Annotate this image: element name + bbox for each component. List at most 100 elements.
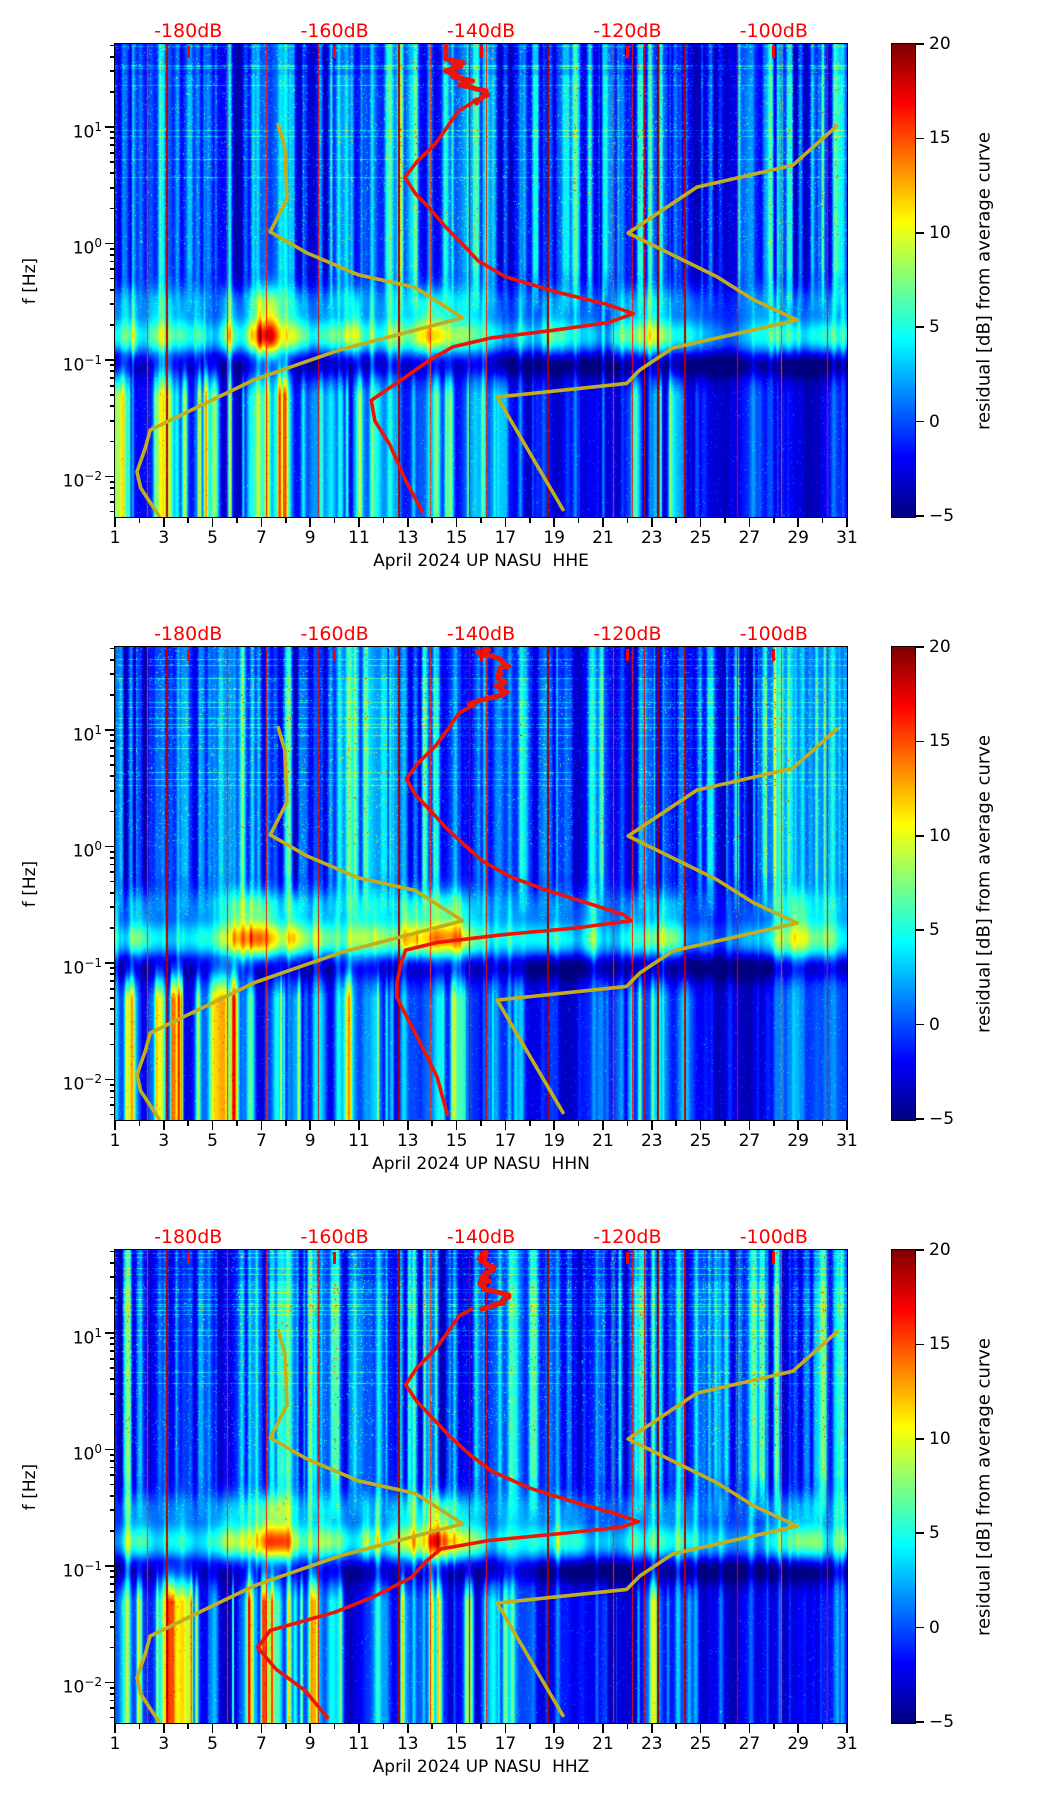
colorbar (892, 1250, 915, 1723)
colorbar-tick (916, 740, 924, 743)
y-axis-tick (109, 1096, 114, 1099)
y-axis-tick (109, 658, 114, 661)
x-axis-tick (772, 1724, 775, 1729)
y-axis-tick (105, 1448, 114, 1451)
y-axis-tick (105, 475, 114, 478)
y-axis-tick (109, 144, 114, 146)
x-axis-tick (504, 1121, 507, 1130)
y-axis-tick-label: 101 (72, 1325, 102, 1349)
x-axis-tick-label: 9 (304, 1734, 316, 1754)
top-dB-axis-label: -180dB (154, 20, 223, 42)
y-axis-tick (109, 880, 114, 883)
top-dB-axis-tick (625, 1251, 629, 1264)
x-axis-tick (138, 1724, 141, 1729)
x-axis-tick-label: 29 (787, 1131, 809, 1151)
x-axis-tick-label: 15 (445, 1131, 468, 1151)
y-axis-tick (109, 863, 114, 866)
x-axis-tick (309, 518, 312, 527)
y-axis-tick (109, 247, 114, 250)
x-axis-tick (650, 518, 653, 527)
colorbar-tick (916, 231, 924, 234)
colorbar-label: residual [dB] from average curve (973, 131, 994, 430)
x-axis-tick (187, 1121, 190, 1126)
y-axis-tick (109, 260, 114, 263)
y-axis-tick (109, 1707, 114, 1710)
high-noise-model-curve (495, 727, 839, 1115)
x-axis-tick-label: 29 (787, 528, 809, 548)
x-axis-tick (846, 1121, 848, 1130)
y-axis-tick (109, 906, 114, 909)
x-axis-label: April 2024 UP NASU HHN (372, 1154, 590, 1174)
colorbar-tick-label: 0 (929, 411, 940, 432)
top-dB-axis-tick (186, 45, 190, 58)
y-axis-tick (109, 1583, 114, 1585)
y-axis-tick (109, 1413, 114, 1416)
x-axis-tick (114, 1724, 116, 1733)
y-axis-tick (109, 764, 114, 766)
x-axis-tick-label: 27 (738, 1131, 761, 1151)
top-dB-axis-label: -180dB (154, 1226, 223, 1248)
x-axis-tick (382, 1121, 385, 1126)
x-axis-tick (772, 518, 775, 523)
colorbar-tick-label: 20 (929, 637, 951, 657)
y-axis-tick (109, 1600, 114, 1602)
x-axis-tick (821, 1724, 824, 1729)
x-axis-tick (455, 518, 458, 527)
x-axis-tick (724, 1121, 726, 1126)
y-axis-tick (109, 91, 114, 93)
x-axis-tick (577, 1724, 580, 1729)
x-axis-tick (675, 1724, 678, 1729)
y-axis-tick (109, 277, 114, 280)
y-axis-tick (109, 1250, 114, 1253)
colorbar (892, 44, 915, 517)
x-axis-tick (724, 1724, 726, 1729)
top-dB-axis-tick (479, 1251, 483, 1264)
top-dB-axis-tick (479, 648, 483, 661)
top-dB-axis-tick (186, 1251, 190, 1264)
colorbar-tick (916, 646, 924, 648)
x-axis-tick (748, 518, 751, 527)
x-axis-tick-label: 7 (255, 528, 267, 548)
colorbar-tick (916, 43, 924, 45)
average-spectrum-curve-jagged (476, 1250, 512, 1312)
colorbar-tick (916, 326, 924, 329)
x-axis-tick-label: 19 (543, 528, 565, 548)
y-axis-tick (109, 364, 114, 367)
y-axis-tick (109, 1453, 114, 1456)
colorbar-tick (916, 1249, 924, 1251)
colorbar-tick-label: 20 (929, 34, 951, 54)
y-axis-tick (109, 1008, 114, 1011)
x-axis-tick (162, 1724, 165, 1733)
top-dB-axis-tick (333, 45, 337, 58)
x-axis-tick (162, 518, 165, 527)
x-axis-tick (602, 518, 604, 527)
y-axis-tick-label: 10−1 (62, 955, 102, 979)
x-axis-tick-label: 5 (207, 1131, 218, 1151)
y-axis-tick (109, 987, 114, 990)
top-dB-axis-tick (479, 45, 483, 58)
y-axis-tick-label: 10−2 (62, 469, 102, 493)
x-axis-tick-label: 7 (255, 1734, 267, 1754)
top-dB-axis-label: -160dB (300, 20, 369, 42)
top-dB-axis-label: -180dB (154, 623, 223, 645)
x-axis-tick (528, 1121, 531, 1126)
x-axis-tick (650, 1724, 653, 1733)
x-axis-tick (699, 1724, 702, 1733)
colorbar-tick (916, 1437, 924, 1440)
y-axis-tick-label: 10−2 (62, 1675, 102, 1699)
x-axis-tick-label: 11 (348, 528, 370, 548)
y-axis-tick (109, 172, 114, 175)
x-axis-tick (650, 1121, 653, 1130)
y-axis-label: f [Hz] (20, 257, 40, 304)
y-axis-tick (109, 754, 114, 757)
x-axis-tick (504, 518, 507, 527)
y-axis-tick (109, 501, 114, 504)
x-axis-tick-label: 1 (109, 1131, 121, 1151)
y-axis-tick (109, 1509, 114, 1512)
y-axis-tick (109, 734, 114, 737)
y-axis-tick (109, 1483, 114, 1486)
y-axis-tick (109, 740, 114, 743)
x-axis-tick (406, 1724, 409, 1733)
y-axis-tick (105, 359, 114, 361)
y-axis-tick (105, 1332, 114, 1334)
